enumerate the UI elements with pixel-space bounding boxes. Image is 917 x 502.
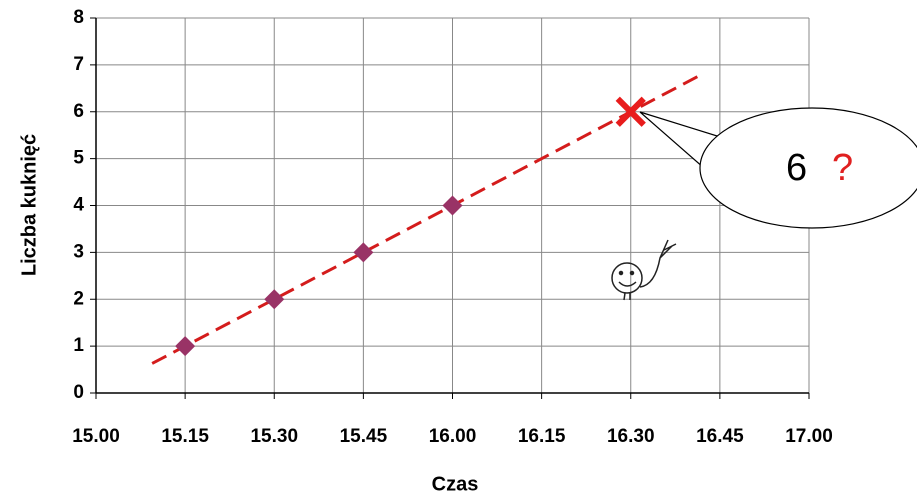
x-tick-label: 16.15 [518,426,566,447]
callout-mark: ? [832,147,853,189]
y-tick-label: 4 [73,195,84,216]
callout-bubble [699,107,917,229]
point [442,195,463,216]
x-tick-label: 16.30 [607,426,655,447]
smiley-arm [639,239,677,288]
x-tick-label: 15.30 [250,426,298,447]
trendline [151,71,705,365]
x-tick-label: 17.00 [785,426,833,447]
x-tick-label: 15.00 [72,426,120,447]
smiley-body [623,292,631,301]
callout-text: 6 [786,147,807,189]
point-cross [615,96,646,127]
smiley-eye [618,270,624,276]
callout-join [724,140,737,197]
y-tick-label: 7 [73,54,84,75]
y-tick-label: 5 [73,148,84,169]
y-axis-title: Liczba kuknięć [18,134,40,276]
y-tick-label: 8 [73,7,84,28]
smiley-eye [629,270,635,276]
x-axis-title: Czas [432,473,479,495]
y-tick-label: 3 [73,241,84,262]
smiley-mouth [618,281,637,287]
x-tick-label: 15.45 [340,426,388,447]
y-tick-label: 1 [73,335,84,356]
point [264,289,285,310]
x-tick-label: 16.45 [696,426,744,447]
callout: 6 ? [639,107,917,229]
smiley-face [611,262,643,294]
y-tick-label: 6 [73,101,84,122]
smiley [611,239,677,301]
x-tick-label: 16.00 [429,426,477,447]
point [353,242,374,263]
point [175,336,196,357]
x-tick-label: 15.15 [161,426,209,447]
y-tick-label: 0 [73,382,84,403]
y-tick-label: 2 [73,288,84,309]
